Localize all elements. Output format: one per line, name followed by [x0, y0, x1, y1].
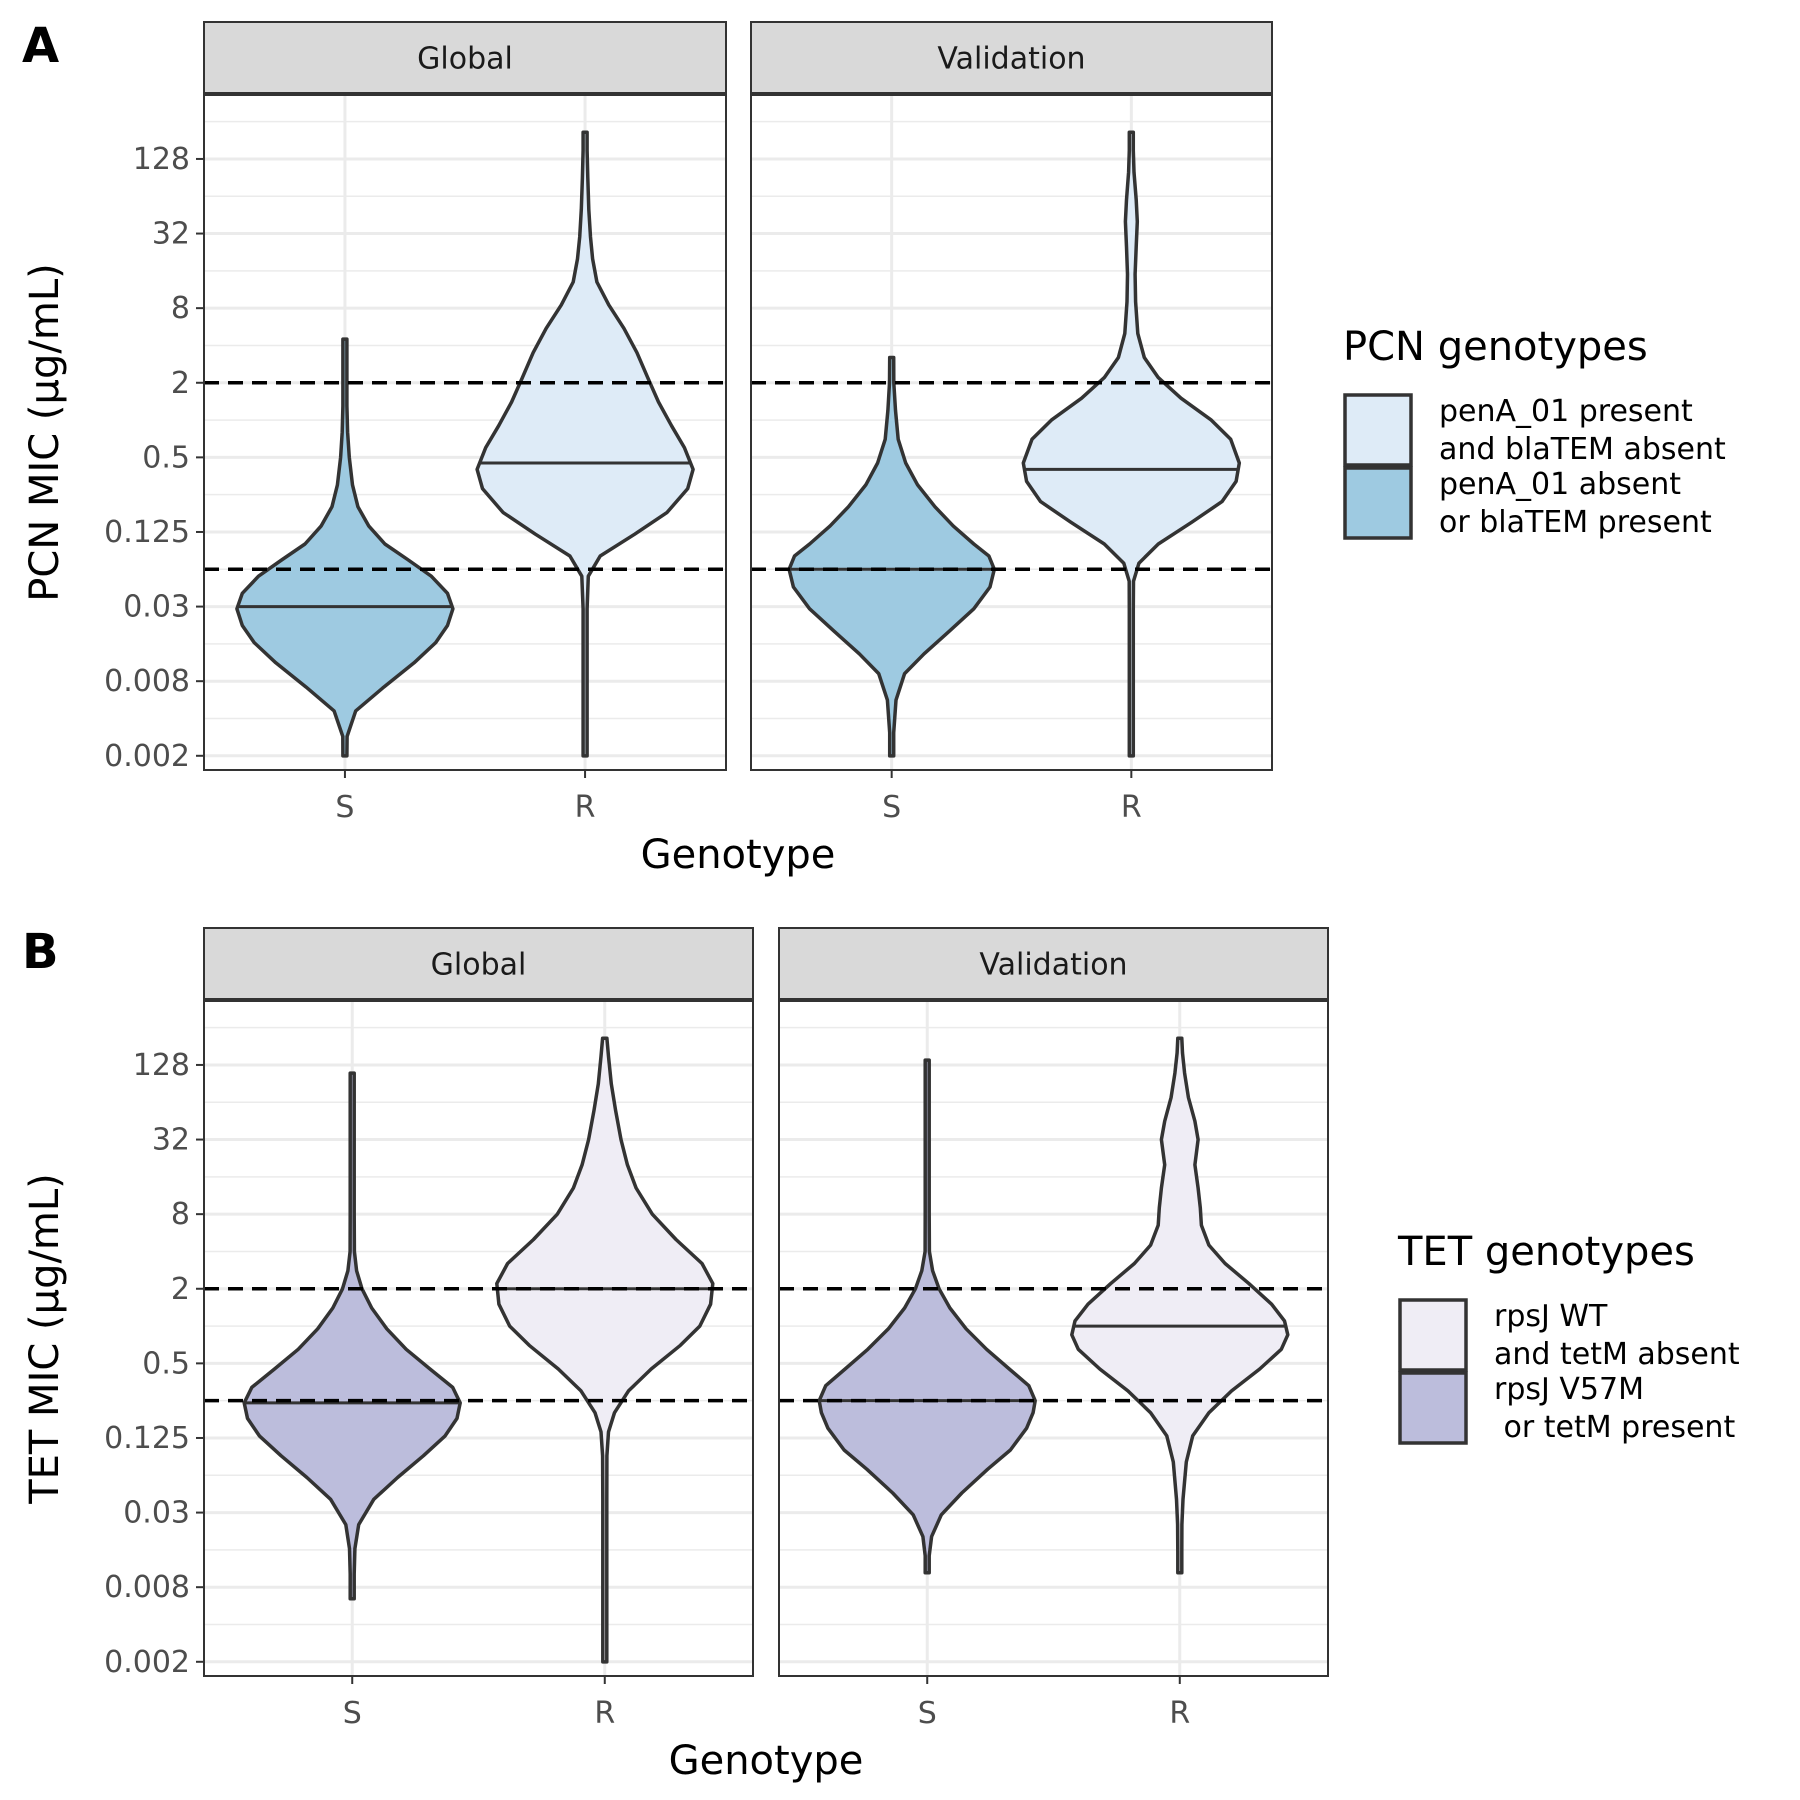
- y-tick-label: 0.5: [142, 440, 190, 475]
- legend-label: rpsJ V57M: [1494, 1372, 1644, 1407]
- facet-validation: Validation S R: [750, 21, 1273, 825]
- y-axis-title: TET MIC (µg/mL): [22, 1173, 68, 1505]
- legend-key: [1343, 466, 1413, 540]
- facet-global: Global S R: [203, 927, 754, 1731]
- chart-panel-b: B Global S R Validation S R 0.002 0.008 0.03 0.125…: [22, 924, 1740, 1784]
- violin-s: [817, 1058, 1037, 1575]
- panel-border: [750, 94, 1273, 771]
- y-tick-label: 32: [152, 1123, 190, 1158]
- facet-strip-label: Validation: [979, 948, 1127, 983]
- facet-strip-label: Global: [431, 948, 527, 983]
- legend-title: PCN genotypes: [1343, 324, 1648, 370]
- y-tick-label: 0.125: [104, 1421, 190, 1456]
- legend-title: TET genotypes: [1397, 1229, 1695, 1275]
- panel-tag: B: [22, 924, 59, 980]
- facet-global: Global S R: [203, 21, 727, 825]
- x-tick-label: S: [882, 790, 901, 825]
- legend-label: rpsJ WT: [1494, 1299, 1608, 1334]
- x-tick-label: R: [575, 790, 596, 825]
- y-tick-label: 128: [133, 1048, 190, 1083]
- x-tick-label: R: [1121, 790, 1142, 825]
- violin-r: [475, 130, 695, 758]
- violin-r: [495, 1036, 715, 1664]
- y-tick-label: 8: [171, 291, 190, 326]
- legend-label: or tetM present: [1494, 1410, 1735, 1445]
- x-axis-title: Genotype: [641, 832, 836, 878]
- y-tick-label: 0.002: [104, 739, 190, 774]
- y-tick-label: 0.125: [104, 515, 190, 550]
- legend-label: penA_01 absent: [1439, 467, 1681, 502]
- x-axis-title: Genotype: [669, 1738, 864, 1784]
- y-tick-label: 0.002: [104, 1645, 190, 1680]
- y-tick-label: 0.008: [104, 1570, 190, 1605]
- panel-tag: A: [22, 18, 59, 74]
- y-tick-label: 0.03: [123, 590, 190, 625]
- violin-s: [235, 337, 455, 758]
- y-tick-label: 128: [133, 142, 190, 177]
- x-tick-label: S: [343, 1696, 362, 1731]
- y-axis-title: PCN MIC (µg/mL): [22, 263, 68, 601]
- chart-panel-a: A Global S R Validation S R 0.002 0.008 0.03 0.125…: [22, 18, 1726, 878]
- y-tick-label: 0.5: [142, 1346, 190, 1381]
- x-tick-label: S: [335, 790, 354, 825]
- facet-strip: [778, 927, 1329, 1000]
- facet-strip-label: Validation: [937, 42, 1085, 77]
- x-tick-label: S: [918, 1696, 937, 1731]
- facet-strip-label: Global: [417, 42, 513, 77]
- y-tick-label: 0.008: [104, 664, 190, 699]
- panel-border: [203, 1000, 754, 1677]
- x-tick-label: R: [1169, 1696, 1190, 1731]
- panel-border: [778, 1000, 1329, 1677]
- panel-border: [203, 94, 727, 771]
- y-tick-label: 8: [171, 1197, 190, 1232]
- facet-strip: [203, 927, 754, 1000]
- legend-key: [1398, 1298, 1468, 1372]
- y-tick-label: 0.03: [123, 1496, 190, 1531]
- legend-label: or blaTEM present: [1439, 505, 1712, 540]
- y-tick-label: 32: [152, 217, 190, 252]
- legend-key: [1343, 393, 1413, 467]
- y-tick-label: 2: [171, 1272, 190, 1307]
- legend-label: penA_01 present: [1439, 394, 1693, 429]
- violin-s: [787, 355, 997, 758]
- legend-label: and blaTEM absent: [1439, 432, 1726, 467]
- facet-strip: [750, 21, 1273, 94]
- violin-r: [1021, 130, 1242, 758]
- violin-s: [242, 1071, 462, 1601]
- legend-label: and tetM absent: [1494, 1337, 1740, 1372]
- x-tick-label: R: [594, 1696, 615, 1731]
- facet-validation: Validation S R: [778, 927, 1329, 1731]
- facet-strip: [203, 21, 727, 94]
- violin-r: [1070, 1036, 1290, 1575]
- legend-key: [1398, 1371, 1468, 1445]
- y-tick-label: 2: [171, 366, 190, 401]
